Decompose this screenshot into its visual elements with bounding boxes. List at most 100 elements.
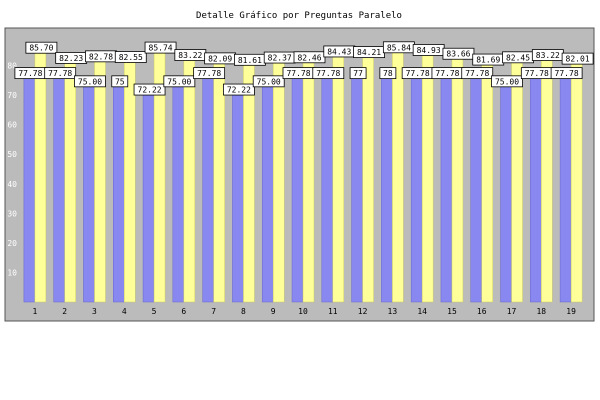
- data-label: 85.84: [387, 43, 411, 52]
- data-label: 84.43: [327, 47, 351, 56]
- data-label: 82.23: [59, 54, 83, 63]
- x-tick-label: 15: [447, 307, 457, 316]
- x-tick-label: 8: [241, 307, 246, 316]
- x-tick-label: 17: [507, 307, 517, 316]
- bar-series-1: [172, 80, 185, 303]
- bar-series-1: [142, 88, 155, 303]
- x-tick-label: 5: [152, 307, 157, 316]
- data-label: 83.22: [178, 51, 202, 60]
- bar-series-1: [351, 71, 363, 303]
- data-label-box: [461, 67, 494, 80]
- data-label: 78: [383, 69, 393, 78]
- data-label-box: [491, 75, 523, 88]
- bar-series-2: [362, 52, 374, 303]
- data-label-box: [144, 41, 177, 54]
- x-tick-label: 1: [32, 307, 37, 316]
- x-tick-label: 6: [181, 307, 186, 316]
- data-label: 77.78: [525, 69, 549, 78]
- bar-series-2: [64, 58, 76, 303]
- data-label: 81.61: [238, 56, 262, 65]
- data-label: 77.78: [18, 69, 42, 78]
- data-label-box: [133, 83, 166, 96]
- bar-series-1: [321, 71, 334, 303]
- data-label: 85.74: [149, 44, 173, 53]
- y-tick-label: 10: [7, 268, 17, 277]
- y-tick-label: 80: [7, 62, 17, 71]
- data-label: 82.78: [89, 52, 113, 61]
- data-label-box: [561, 52, 594, 65]
- data-label: 75.00: [78, 77, 102, 86]
- data-label: 77.78: [435, 69, 459, 78]
- bar-series-2: [570, 59, 583, 303]
- data-label: 77.78: [406, 69, 430, 78]
- bar-series-1: [83, 80, 95, 303]
- y-tick-label: 50: [7, 150, 17, 159]
- data-label-box: [163, 75, 196, 88]
- data-label: 82.37: [268, 54, 292, 63]
- y-tick-label: 70: [7, 91, 17, 100]
- x-tick-label: 11: [328, 307, 338, 316]
- bar-series-1: [53, 71, 65, 303]
- data-label-box: [252, 75, 285, 88]
- data-label: 75: [115, 77, 125, 86]
- bar-series-1: [202, 71, 214, 303]
- data-label: 81.69: [476, 56, 500, 65]
- bar-series-1: [291, 71, 304, 303]
- data-label: 75.00: [167, 77, 191, 86]
- y-tick-label: 30: [7, 209, 17, 218]
- bar-series-1: [113, 80, 125, 303]
- bar-series-1: [381, 71, 393, 303]
- data-label-box: [44, 67, 77, 80]
- bar-series-2: [421, 50, 434, 303]
- x-tick-label: 4: [122, 307, 127, 316]
- x-tick-label: 18: [536, 307, 546, 316]
- bar-series-1: [559, 71, 572, 303]
- data-label: 77.78: [316, 69, 340, 78]
- data-label-box: [114, 51, 147, 63]
- data-label-box: [379, 67, 397, 80]
- bar-series-2: [183, 55, 196, 303]
- data-label-box: [349, 67, 367, 80]
- data-label-box: [111, 75, 129, 88]
- data-label: 77.78: [465, 69, 489, 78]
- data-label: 85.70: [29, 44, 53, 53]
- data-label: 83.66: [446, 50, 470, 59]
- bar-series-2: [213, 59, 225, 303]
- bar-series-1: [530, 71, 542, 303]
- bar-series-1: [470, 71, 482, 303]
- bar-series-2: [511, 58, 523, 303]
- data-label-box: [312, 67, 345, 80]
- data-label: 82.46: [297, 53, 321, 62]
- y-tick-label: 60: [7, 121, 17, 130]
- data-label: 82.09: [208, 54, 232, 63]
- bar-series-1: [500, 80, 512, 303]
- data-label: 82.55: [119, 53, 143, 62]
- bar-series-2: [243, 60, 255, 303]
- x-tick-label: 14: [417, 307, 427, 316]
- data-label: 75.00: [257, 77, 281, 86]
- bar-series-2: [332, 52, 345, 303]
- data-label: 77.78: [197, 69, 221, 78]
- x-tick-label: 10: [298, 307, 308, 316]
- bar-series-2: [541, 55, 553, 303]
- y-tick-label: 40: [7, 180, 17, 189]
- x-tick-label: 13: [388, 307, 398, 316]
- bar-series-2: [392, 48, 404, 303]
- bar-series-1: [232, 88, 244, 303]
- bar-series-1: [261, 80, 274, 303]
- data-label: 82.01: [566, 55, 590, 64]
- x-tick-label: 9: [271, 307, 276, 316]
- y-tick-label: 20: [7, 239, 17, 248]
- data-label: 82.45: [506, 53, 530, 62]
- data-label: 77.78: [48, 69, 72, 78]
- data-label: 75.00: [495, 77, 519, 86]
- data-label: 72.22: [138, 86, 162, 95]
- x-tick-label: 7: [211, 307, 216, 316]
- data-label: 83.22: [536, 51, 560, 60]
- data-label-box: [193, 67, 226, 80]
- bar-series-2: [94, 57, 106, 303]
- bar-series-2: [451, 54, 464, 303]
- data-label-box: [25, 41, 58, 54]
